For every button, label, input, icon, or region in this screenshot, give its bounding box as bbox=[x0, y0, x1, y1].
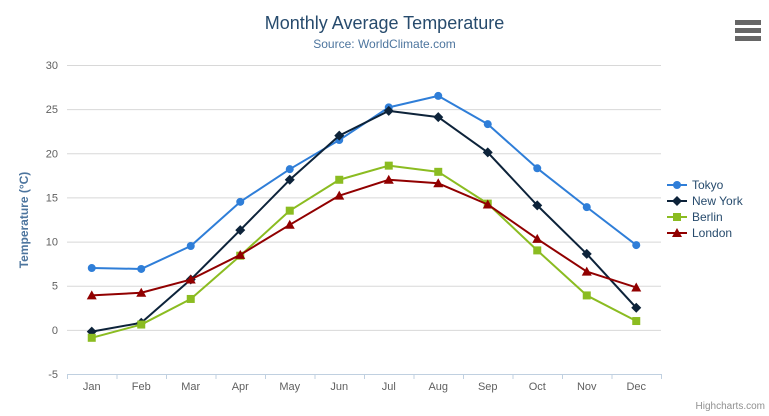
data-point-tokyo-jan[interactable] bbox=[87, 264, 96, 273]
data-point-new-york-jul[interactable] bbox=[383, 105, 394, 116]
legend-item-london[interactable]: London bbox=[667, 225, 743, 241]
hamburger-icon bbox=[735, 36, 761, 41]
series-line-london bbox=[90, 178, 638, 297]
x-axis-label: Jun bbox=[330, 381, 348, 393]
data-point-berlin-dec[interactable] bbox=[632, 317, 641, 326]
data-point-new-york-oct[interactable] bbox=[532, 200, 543, 211]
data-point-berlin-jun[interactable] bbox=[335, 175, 344, 184]
chart-title: Monthly Average Temperature bbox=[264, 13, 505, 33]
legend-item-berlin[interactable]: Berlin bbox=[667, 209, 743, 225]
y-axis-label: 10 bbox=[46, 237, 58, 249]
legend-marker-berlin[interactable] bbox=[673, 213, 681, 221]
legend-symbol-circle-icon bbox=[667, 181, 687, 189]
legend-marker-london[interactable] bbox=[672, 228, 682, 237]
data-point-london-mar[interactable] bbox=[185, 274, 196, 284]
legend-item-label: New York bbox=[692, 194, 743, 208]
x-axis-label: Sep bbox=[478, 381, 498, 393]
legend-symbol-diamond-icon bbox=[667, 196, 687, 206]
data-point-berlin-nov[interactable] bbox=[582, 291, 591, 300]
data-point-tokyo-feb[interactable] bbox=[137, 264, 146, 273]
chart-subtitle: Source: WorldClimate.com bbox=[313, 37, 456, 51]
y-axis-label: -5 bbox=[48, 369, 58, 381]
series-line-new-york bbox=[90, 109, 638, 333]
y-axis-title: Temperature (°C) bbox=[17, 171, 31, 269]
data-point-tokyo-may[interactable] bbox=[285, 165, 294, 174]
data-point-berlin-oct[interactable] bbox=[533, 246, 542, 255]
x-axis-label: Feb bbox=[132, 381, 151, 393]
data-point-tokyo-apr[interactable] bbox=[236, 197, 245, 206]
legend-symbol-square-icon bbox=[667, 213, 687, 221]
y-axis-label: 30 bbox=[46, 60, 58, 72]
series-line-berlin bbox=[90, 164, 638, 339]
data-point-berlin-aug[interactable] bbox=[434, 167, 443, 176]
data-point-london-jul[interactable] bbox=[383, 174, 394, 184]
data-point-new-york-aug[interactable] bbox=[433, 112, 444, 123]
data-point-berlin-may[interactable] bbox=[285, 206, 294, 215]
x-axis-label: May bbox=[279, 381, 300, 393]
data-point-new-york-nov[interactable] bbox=[581, 248, 592, 259]
data-point-tokyo-sep[interactable] bbox=[483, 120, 492, 129]
data-point-new-york-jun[interactable] bbox=[334, 130, 345, 141]
y-axis-label: 5 bbox=[52, 281, 58, 293]
legend: Tokyo New York Berlin London bbox=[667, 177, 743, 241]
data-point-london-apr[interactable] bbox=[235, 249, 246, 259]
data-point-london-feb[interactable] bbox=[136, 287, 147, 297]
data-point-new-york-dec[interactable] bbox=[631, 302, 642, 313]
legend-item-new-york[interactable]: New York bbox=[667, 193, 743, 209]
y-axis-label: 25 bbox=[46, 104, 58, 116]
legend-item-label: Berlin bbox=[692, 210, 723, 224]
x-axis-label: Jul bbox=[382, 381, 396, 393]
data-point-tokyo-oct[interactable] bbox=[533, 164, 542, 173]
data-point-berlin-jul[interactable] bbox=[384, 161, 393, 170]
credits-link[interactable]: Highcharts.com bbox=[695, 401, 765, 412]
x-axis-label: Nov bbox=[577, 381, 597, 393]
y-axis-label: 0 bbox=[52, 325, 58, 337]
data-point-tokyo-dec[interactable] bbox=[632, 241, 641, 250]
y-axis-label: 15 bbox=[46, 192, 58, 204]
data-point-london-aug[interactable] bbox=[433, 178, 444, 188]
legend-item-tokyo[interactable]: Tokyo bbox=[667, 177, 743, 193]
data-point-london-sep[interactable] bbox=[482, 199, 493, 209]
chart-context-menu-button[interactable] bbox=[735, 20, 761, 42]
y-axis-label: 20 bbox=[46, 148, 58, 160]
x-axis-label: Oct bbox=[529, 381, 546, 393]
x-axis-label: Apr bbox=[232, 381, 249, 393]
data-point-london-oct[interactable] bbox=[532, 233, 543, 243]
legend-symbol-triangle-icon bbox=[667, 228, 687, 237]
x-axis-label: Dec bbox=[626, 381, 646, 393]
data-point-london-nov[interactable] bbox=[581, 266, 592, 276]
data-point-tokyo-nov[interactable] bbox=[582, 203, 591, 212]
data-point-tokyo-aug[interactable] bbox=[434, 91, 443, 100]
data-point-london-jan[interactable] bbox=[86, 290, 97, 300]
data-point-new-york-may[interactable] bbox=[284, 174, 295, 185]
legend-item-label: Tokyo bbox=[692, 178, 724, 192]
legend-marker-tokyo[interactable] bbox=[673, 181, 681, 189]
data-point-tokyo-mar[interactable] bbox=[186, 241, 195, 250]
data-point-london-jun[interactable] bbox=[334, 190, 345, 200]
series-line-tokyo bbox=[90, 94, 638, 270]
data-point-berlin-feb[interactable] bbox=[137, 320, 146, 329]
data-point-new-york-apr[interactable] bbox=[235, 225, 246, 236]
data-point-berlin-jan[interactable] bbox=[87, 333, 96, 342]
data-point-new-york-sep[interactable] bbox=[482, 147, 493, 158]
hamburger-icon bbox=[735, 20, 761, 25]
data-point-london-may[interactable] bbox=[284, 219, 295, 229]
x-axis-label: Mar bbox=[181, 381, 200, 393]
data-point-london-dec[interactable] bbox=[631, 282, 642, 292]
legend-marker-new-york[interactable] bbox=[672, 196, 682, 206]
data-point-berlin-mar[interactable] bbox=[186, 294, 195, 303]
legend-item-label: London bbox=[692, 226, 733, 240]
hamburger-icon bbox=[735, 28, 761, 33]
x-axis-label: Jan bbox=[83, 381, 101, 393]
x-axis-label: Aug bbox=[428, 381, 448, 393]
